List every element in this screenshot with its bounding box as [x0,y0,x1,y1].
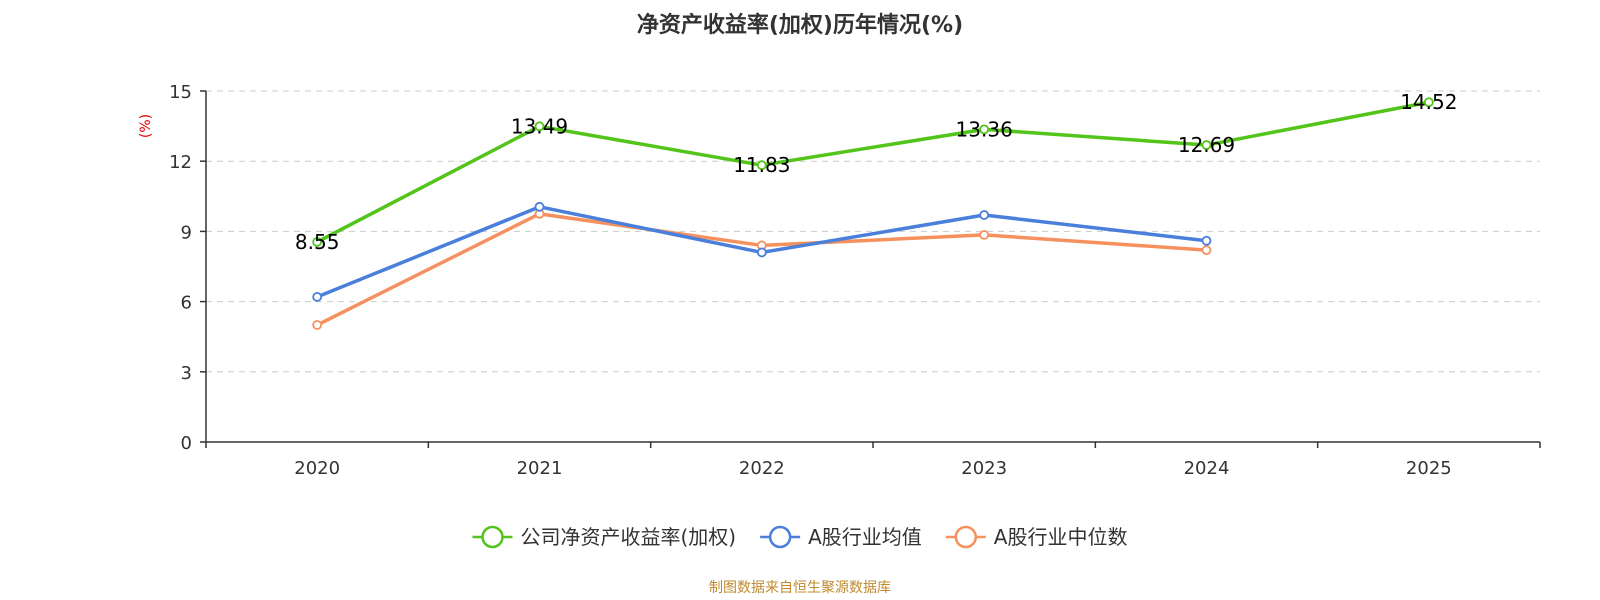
legend-item-0[interactable]: 公司净资产收益率(加权) [472,525,737,549]
data-point-1[interactable] [1201,235,1212,246]
legend-marker-circle [481,525,504,549]
axes: 0 3 6 9 12 15 2020 2021 2022 2023 2024 2025 [169,82,1541,479]
data-label: 11.83 [733,153,790,177]
data-point-1[interactable] [756,247,767,258]
data-label: 13.36 [956,117,1013,141]
legend-item-2[interactable]: A股行业中位数 [945,525,1128,549]
data-point-0[interactable] [534,121,545,132]
y-tick-label: 6 [181,293,192,314]
x-tick-label: 2024 [1184,458,1230,479]
series-line-2 [316,212,1207,327]
data-point-2[interactable] [979,230,990,240]
data-point-1[interactable] [312,292,323,302]
grid-lines [206,90,1540,373]
data-point-2[interactable] [312,320,323,330]
legend[interactable]: 公司净资产收益率(加权) A股行业均值 A股行业中位数 [472,525,1128,549]
data-labels: 8.55 13.49 11.83 13.36 12.69 14.52 [295,90,1458,254]
data-label: 8.55 [295,230,340,254]
chart-title: 净资产收益率(加权)历年情况(%) [637,12,963,38]
data-point-0[interactable] [756,160,767,171]
data-point-1[interactable] [534,201,545,212]
legend-label: 公司净资产收益率(加权) [521,525,737,549]
legend-marker-circle [768,525,792,549]
y-tick-label: 12 [169,152,192,173]
data-label: 13.49 [511,114,568,138]
x-tick-label: 2023 [961,458,1007,479]
y-tick-label: 0 [181,433,192,454]
y-tick-label: 15 [169,82,192,103]
series-line-0 [316,100,1430,244]
x-tick-label: 2020 [294,458,340,479]
legend-marker-circle [954,525,978,549]
data-label: 12.69 [1178,133,1235,157]
y-tick-label: 3 [181,363,192,384]
x-tick-label: 2021 [517,458,563,479]
series-lines [312,97,1434,330]
x-tick-label: 2022 [739,458,785,479]
data-point-1[interactable] [979,210,990,220]
data-point-0[interactable] [312,237,323,247]
data-point-0[interactable] [1423,97,1434,108]
y-axis-label: (%) [138,114,154,138]
legend-label: A股行业中位数 [994,525,1128,549]
data-point-2[interactable] [1201,245,1212,256]
source-note: 制图数据来自恒生聚源数据库 [709,580,891,596]
legend-label: A股行业均值 [808,525,922,549]
legend-item-1[interactable]: A股行业均值 [760,525,922,549]
data-point-0[interactable] [979,124,990,135]
x-tick-label: 2025 [1406,458,1452,479]
data-point-0[interactable] [1201,140,1212,150]
data-label: 14.52 [1400,90,1457,114]
y-tick-label: 9 [181,222,192,243]
